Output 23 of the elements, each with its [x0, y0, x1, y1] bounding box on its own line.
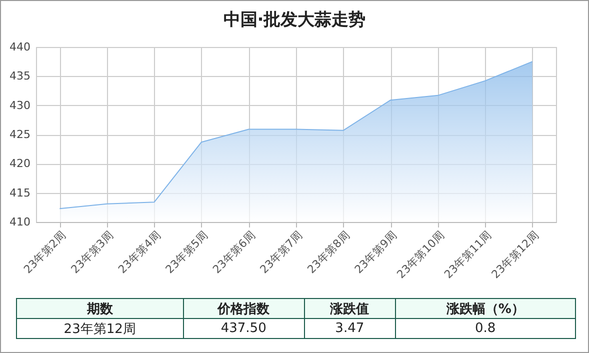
- x-tick-label: 23年第2周: [21, 228, 69, 276]
- x-tick-label: 23年第7周: [258, 228, 305, 276]
- x-tick-label: 23年第5周: [163, 228, 210, 276]
- chart-title: 中国·批发大蒜走势: [222, 9, 367, 31]
- y-tick-label: 430: [10, 98, 30, 112]
- text: 23年第12周: [16, 318, 184, 338]
- y-tick-label: 410: [10, 216, 30, 228]
- text: 0.8: [395, 318, 576, 338]
- y-tick-label: 440: [10, 40, 30, 54]
- y-tick-label: 415: [10, 186, 30, 200]
- text: 3.47: [304, 318, 396, 338]
- x-tick-label: 23年第3周: [68, 228, 116, 276]
- y-tick-label: 435: [10, 70, 30, 83]
- x-tick-label: 23年第4周: [116, 228, 164, 276]
- x-tick-label: 23年第8周: [304, 228, 352, 276]
- text: 437.50: [183, 318, 304, 338]
- text: 涨跌幅（%）: [395, 298, 576, 318]
- text: 期数: [16, 298, 184, 318]
- y-tick-label: 420: [10, 157, 30, 170]
- text: 价格指数: [183, 298, 304, 318]
- y-tick-label: 425: [10, 128, 30, 141]
- x-tick-label: 23年第6周: [210, 228, 258, 276]
- text: 涨跌值: [304, 298, 396, 318]
